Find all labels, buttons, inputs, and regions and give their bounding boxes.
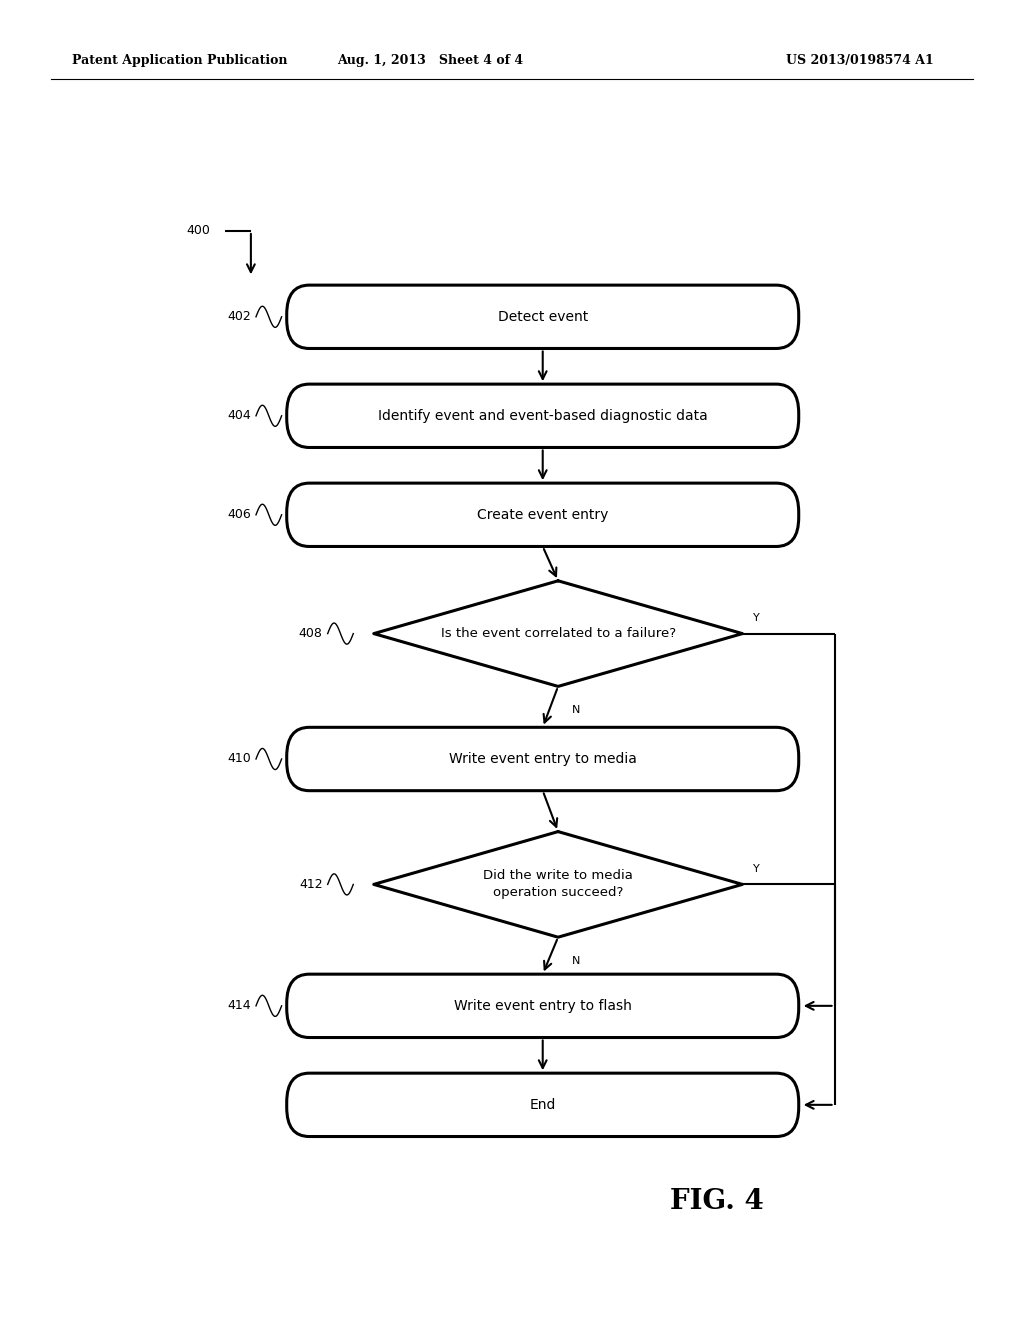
- Text: Write event entry to media: Write event entry to media: [449, 752, 637, 766]
- Text: Write event entry to flash: Write event entry to flash: [454, 999, 632, 1012]
- Polygon shape: [374, 581, 742, 686]
- FancyBboxPatch shape: [287, 483, 799, 546]
- Text: Y: Y: [753, 863, 760, 874]
- Text: 400: 400: [186, 224, 210, 238]
- Text: Is the event correlated to a failure?: Is the event correlated to a failure?: [440, 627, 676, 640]
- Text: Detect event: Detect event: [498, 310, 588, 323]
- Polygon shape: [374, 832, 742, 937]
- Text: Aug. 1, 2013   Sheet 4 of 4: Aug. 1, 2013 Sheet 4 of 4: [337, 54, 523, 67]
- Text: 402: 402: [227, 310, 251, 323]
- Text: Y: Y: [753, 612, 760, 623]
- Text: Identify event and event-based diagnostic data: Identify event and event-based diagnosti…: [378, 409, 708, 422]
- Text: 412: 412: [299, 878, 323, 891]
- FancyBboxPatch shape: [287, 974, 799, 1038]
- FancyBboxPatch shape: [287, 285, 799, 348]
- Text: 410: 410: [227, 752, 251, 766]
- Text: Patent Application Publication: Patent Application Publication: [72, 54, 287, 67]
- Text: Create event entry: Create event entry: [477, 508, 608, 521]
- Text: N: N: [572, 705, 581, 715]
- FancyBboxPatch shape: [287, 727, 799, 791]
- Text: 406: 406: [227, 508, 251, 521]
- FancyBboxPatch shape: [287, 1073, 799, 1137]
- Text: 408: 408: [299, 627, 323, 640]
- Text: End: End: [529, 1098, 556, 1111]
- Text: 404: 404: [227, 409, 251, 422]
- Text: N: N: [572, 956, 581, 966]
- Text: Did the write to media
operation succeed?: Did the write to media operation succeed…: [483, 870, 633, 899]
- Text: US 2013/0198574 A1: US 2013/0198574 A1: [786, 54, 934, 67]
- Text: FIG. 4: FIG. 4: [670, 1188, 764, 1214]
- Text: 414: 414: [227, 999, 251, 1012]
- FancyBboxPatch shape: [287, 384, 799, 447]
